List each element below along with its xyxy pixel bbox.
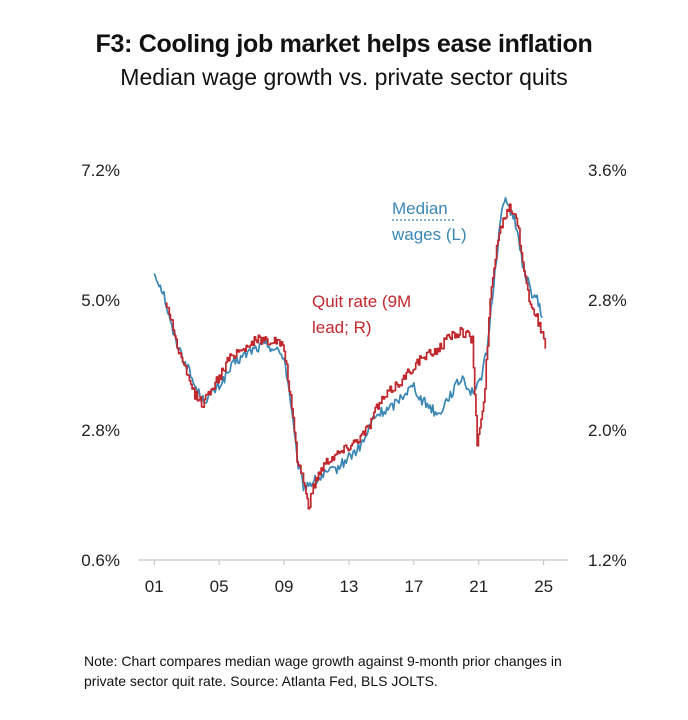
x-tick-label: 25 xyxy=(534,577,553,596)
median-wages-label: Median xyxy=(392,199,448,218)
x-tick-label: 01 xyxy=(145,577,164,596)
y-right-tick-label: 2.0% xyxy=(588,421,627,440)
x-tick-label: 05 xyxy=(210,577,229,596)
chart-note: Note: Chart compares median wage growth … xyxy=(84,651,644,691)
quit-rate-label: lead; R) xyxy=(312,318,372,337)
chart-title: F3: Cooling job market helps ease inflat… xyxy=(95,30,593,58)
median-wages-line xyxy=(153,196,543,492)
y-right-tick-label: 3.6% xyxy=(588,161,627,180)
note-line-2: private sector quit rate. Source: Atlant… xyxy=(84,673,438,689)
x-tick-label: 09 xyxy=(275,577,294,596)
y-right-tick-label: 1.2% xyxy=(588,551,627,570)
y-right-tick-label: 2.8% xyxy=(588,291,627,310)
quit-rate-line xyxy=(165,203,547,510)
y-left-tick-label: 0.6% xyxy=(81,551,120,570)
y-left-tick-label: 2.8% xyxy=(81,421,120,440)
chart-subtitle: Median wage growth vs. private sector qu… xyxy=(120,64,568,90)
y-left-tick-label: 5.0% xyxy=(81,291,120,310)
y-left-tick-label: 7.2% xyxy=(81,161,120,180)
median-wages-label: wages (L) xyxy=(391,225,467,244)
x-tick-label: 13 xyxy=(339,577,358,596)
quit-rate-label: Quit rate (9M xyxy=(312,292,411,311)
note-line-1: Note: Chart compares median wage growth … xyxy=(84,653,562,669)
x-tick-label: 17 xyxy=(404,577,423,596)
x-tick-label: 21 xyxy=(469,577,488,596)
